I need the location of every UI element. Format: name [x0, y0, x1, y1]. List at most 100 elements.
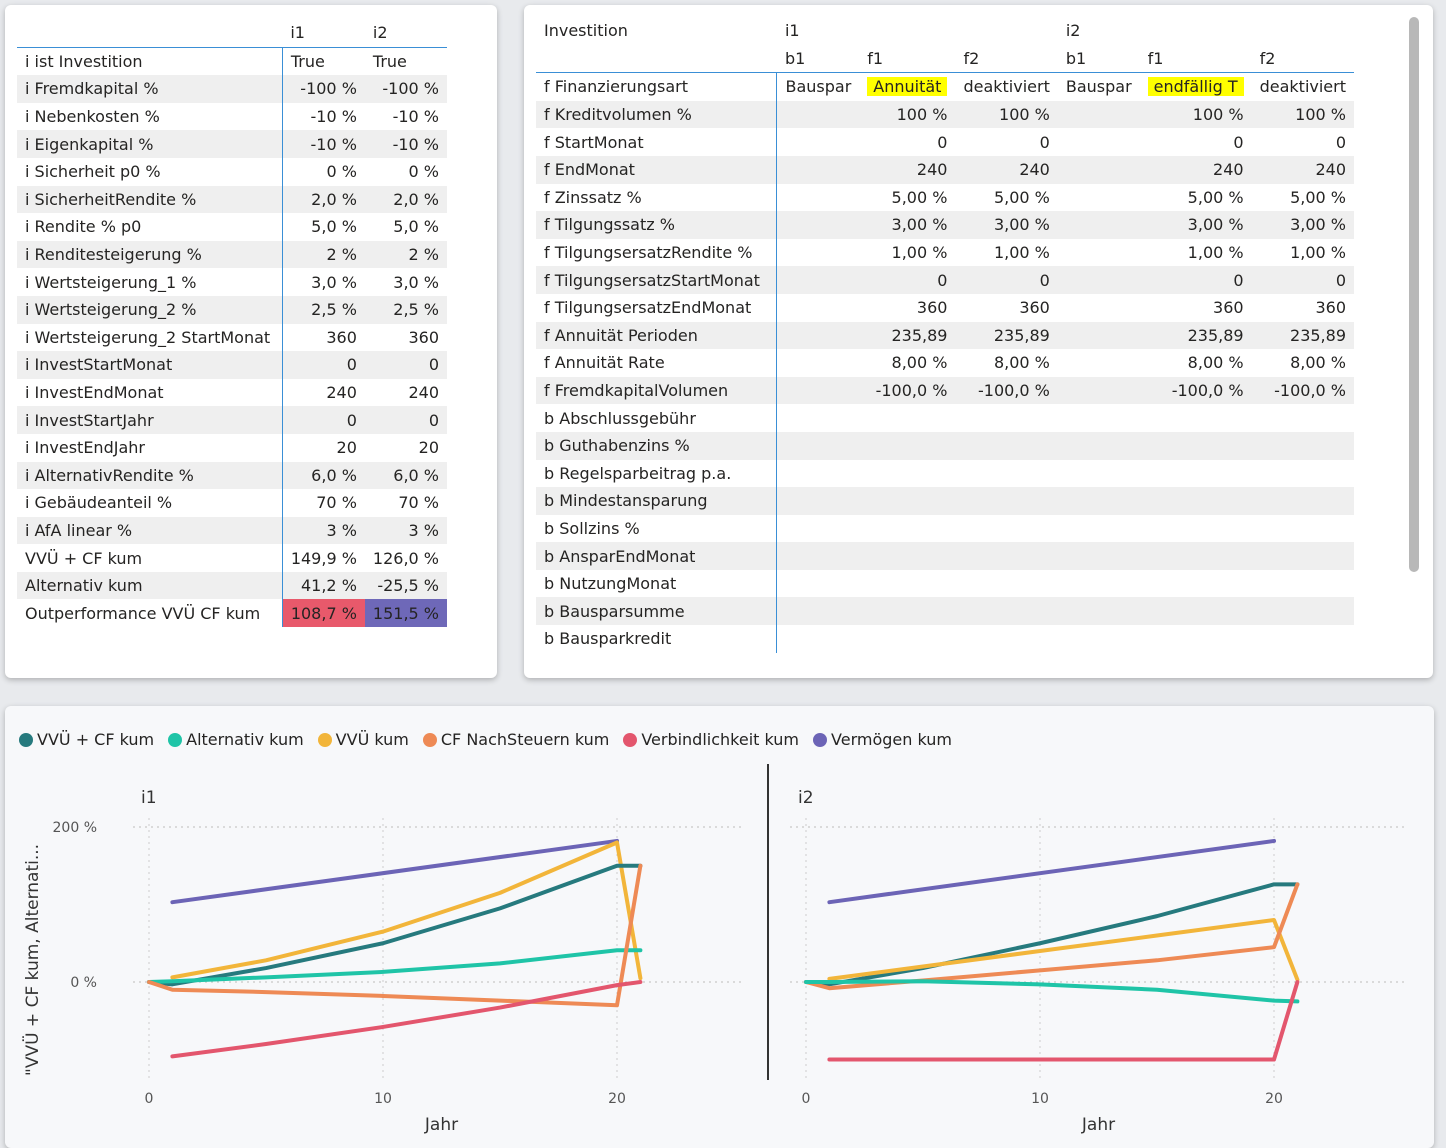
column-header[interactable]: f2 [1251, 44, 1354, 74]
table-row[interactable]: b Mindestansparung [536, 487, 1354, 515]
table-row[interactable]: f Finanzierungsart Bauspar Annuität deaktiv… [536, 72, 1354, 101]
table-row[interactable]: i Eigenkapital % -10 % -10 % [17, 130, 447, 158]
row-label: f Annuität Perioden [536, 321, 778, 350]
table-row[interactable]: i Sicherheit p0 % 0 % 0 % [17, 157, 447, 186]
table-row[interactable]: f Annuität Perioden 235,89 235,89 235,89 235… [536, 321, 1354, 350]
table-cell [859, 487, 956, 515]
table-row[interactable]: i Wertsteigerung_2 % 2,5 % 2,5 % [17, 295, 447, 324]
cell-i1: 3,0 % [311, 272, 357, 292]
table-row[interactable]: i Renditesteigerung % 2 % 2 % [17, 240, 447, 269]
row-label: i Nebenkosten % [17, 102, 283, 131]
table-cell [1058, 349, 1140, 377]
table-row[interactable]: f TilgungsersatzRendite % 1,00 % 1,00 % 1,0… [536, 238, 1354, 267]
table-row[interactable]: i ist Investition True True [17, 47, 447, 76]
row-label: VVÜ + CF kum [17, 544, 283, 572]
table-row[interactable]: f Tilgungssatz % 3,00 % 3,00 % 3,00 % 3,00 % [536, 211, 1354, 239]
row-label: i Gebäudeanteil % [17, 489, 283, 517]
column-header[interactable]: i2 [1057, 17, 1140, 45]
scrollbar-thumb[interactable] [1409, 17, 1419, 572]
legend-item[interactable]: Verbindlichkeit kum [623, 730, 799, 749]
table-cell: 8,00 % [1187, 353, 1244, 373]
row-label: Alternativ kum [17, 571, 283, 600]
row-label: i Wertsteigerung_2 StartMonat [17, 323, 283, 352]
table-cell: 100 % [1251, 100, 1354, 129]
column-header[interactable]: i1 [776, 17, 860, 45]
table-row[interactable]: f FremdkapitalVolumen -100,0 % -100,0 % -10… [536, 376, 1354, 405]
column-header[interactable]: b1 [1057, 44, 1140, 74]
table-row[interactable]: b Regelsparbeitrag p.a. [536, 459, 1354, 488]
cell-i2: 3,0 % [393, 272, 439, 292]
table-row[interactable]: b Bausparkredit [536, 625, 1354, 653]
column-header-i1[interactable]: i1 [282, 19, 365, 48]
table-cell: 5,00 % [891, 187, 948, 207]
table-row[interactable]: b Bausparsumme [536, 597, 1354, 626]
table-row[interactable]: i Gebäudeanteil % 70 % 70 % [17, 489, 447, 517]
row-label: f TilgungsersatzStartMonat [536, 266, 778, 294]
vertical-scrollbar[interactable] [1409, 15, 1419, 670]
table-row[interactable]: i Rendite % p0 5,0 % 5,0 % [17, 213, 447, 241]
row-label: f Zinssatz % [536, 183, 778, 212]
series-line [804, 979, 1300, 1004]
table-row[interactable]: i InvestEndJahr 20 20 [17, 433, 447, 462]
table-row[interactable]: f EndMonat 240 240 240 240 [536, 155, 1354, 184]
y-tick-label: 200 % [53, 820, 97, 836]
table-cell [777, 239, 859, 267]
table-row[interactable]: i Wertsteigerung_2 StartMonat 360 360 [17, 323, 447, 352]
row-label: f Kreditvolumen % [536, 100, 778, 129]
legend-item[interactable]: Alternativ kum [168, 730, 304, 749]
column-header[interactable]: f2 [955, 44, 1058, 74]
table-row[interactable]: f TilgungsersatzEndMonat 360 360 360 360 [536, 293, 1354, 322]
table-row[interactable]: Outperformance VVÜ CF kum 108,7 % 151,5 % [17, 599, 447, 628]
legend-item[interactable]: VVÜ kum [317, 730, 409, 749]
column-header[interactable]: b1 [776, 44, 860, 74]
legend-item[interactable]: CF NachSteuern kum [422, 730, 609, 749]
table-row[interactable]: i InvestStartJahr 0 0 [17, 406, 447, 434]
table-row[interactable]: f Zinssatz % 5,00 % 5,00 % 5,00 % 5,00 % [536, 183, 1354, 212]
column-header[interactable]: f1 [1139, 44, 1252, 74]
legend-item[interactable]: Vermögen kum [813, 730, 952, 749]
column-header-i2[interactable]: i2 [364, 19, 447, 48]
legend-item[interactable]: VVÜ + CF kum [19, 730, 154, 749]
table-row[interactable]: b AnsparEndMonat [536, 542, 1354, 570]
row-label: f TilgungsersatzRendite % [536, 238, 778, 267]
column-header[interactable]: f1 [859, 44, 956, 74]
highlighted-value: endfällig T [1147, 77, 1244, 97]
table-cell [777, 184, 859, 212]
table-cell [1139, 542, 1252, 570]
table-row[interactable]: Alternativ kum 41,2 % -25,5 % [17, 571, 447, 600]
table-row[interactable]: i Fremdkapital % -100 % -100 % [17, 75, 447, 103]
table-cell [859, 431, 956, 460]
table-cell [1057, 542, 1140, 570]
row-label: b Sollzins % [536, 514, 778, 543]
table-row[interactable]: b Sollzins % [536, 514, 1354, 543]
table-row[interactable]: f TilgungsersatzStartMonat 0 0 0 0 [536, 266, 1354, 294]
cell-i1: 0 [282, 406, 365, 434]
table-row[interactable]: i Nebenkosten % -10 % -10 % [17, 102, 447, 131]
table-row[interactable]: VVÜ + CF kum 149,9 % 126,0 % [17, 544, 447, 572]
table-row[interactable]: f Kreditvolumen % 100 % 100 % 100 % 100 % [536, 100, 1354, 129]
table-row[interactable]: b Abschlussgebühr [536, 404, 1354, 432]
table-row[interactable]: f StartMonat 0 0 0 0 [536, 128, 1354, 156]
table-cell [1140, 460, 1252, 488]
table-cell [776, 597, 860, 626]
table-cell [777, 625, 859, 653]
table-cell: 360 [916, 298, 948, 318]
table-cell [1252, 570, 1354, 598]
table-row[interactable]: i AlternativRendite % 6,0 % 6,0 % [17, 461, 447, 490]
table-row[interactable]: i Wertsteigerung_1 % 3,0 % 3,0 % [17, 268, 447, 296]
table-row[interactable]: i InvestEndMonat 240 240 [17, 378, 447, 407]
table-cell [955, 515, 1057, 543]
table-row[interactable]: b NutzungMonat [536, 569, 1354, 598]
table-row[interactable]: b Guthabenzins % [536, 431, 1354, 460]
table-row[interactable]: i SicherheitRendite % 2,0 % 2,0 % [17, 185, 447, 214]
table-row[interactable]: i AfA linear % 3 % 3 % [17, 516, 447, 545]
table-row[interactable]: f Annuität Rate 8,00 % 8,00 % 8,00 % 8,00 % [536, 349, 1354, 377]
legend-label: VVÜ kum [335, 730, 409, 749]
row-label: b AnsparEndMonat [536, 542, 778, 570]
table-row[interactable]: i InvestStartMonat 0 0 [17, 351, 447, 379]
table-cell [1058, 239, 1140, 267]
table-cell [777, 460, 859, 488]
table-cell: 235,89 [859, 321, 956, 350]
table-cell [776, 211, 860, 239]
table-cell [776, 431, 860, 460]
